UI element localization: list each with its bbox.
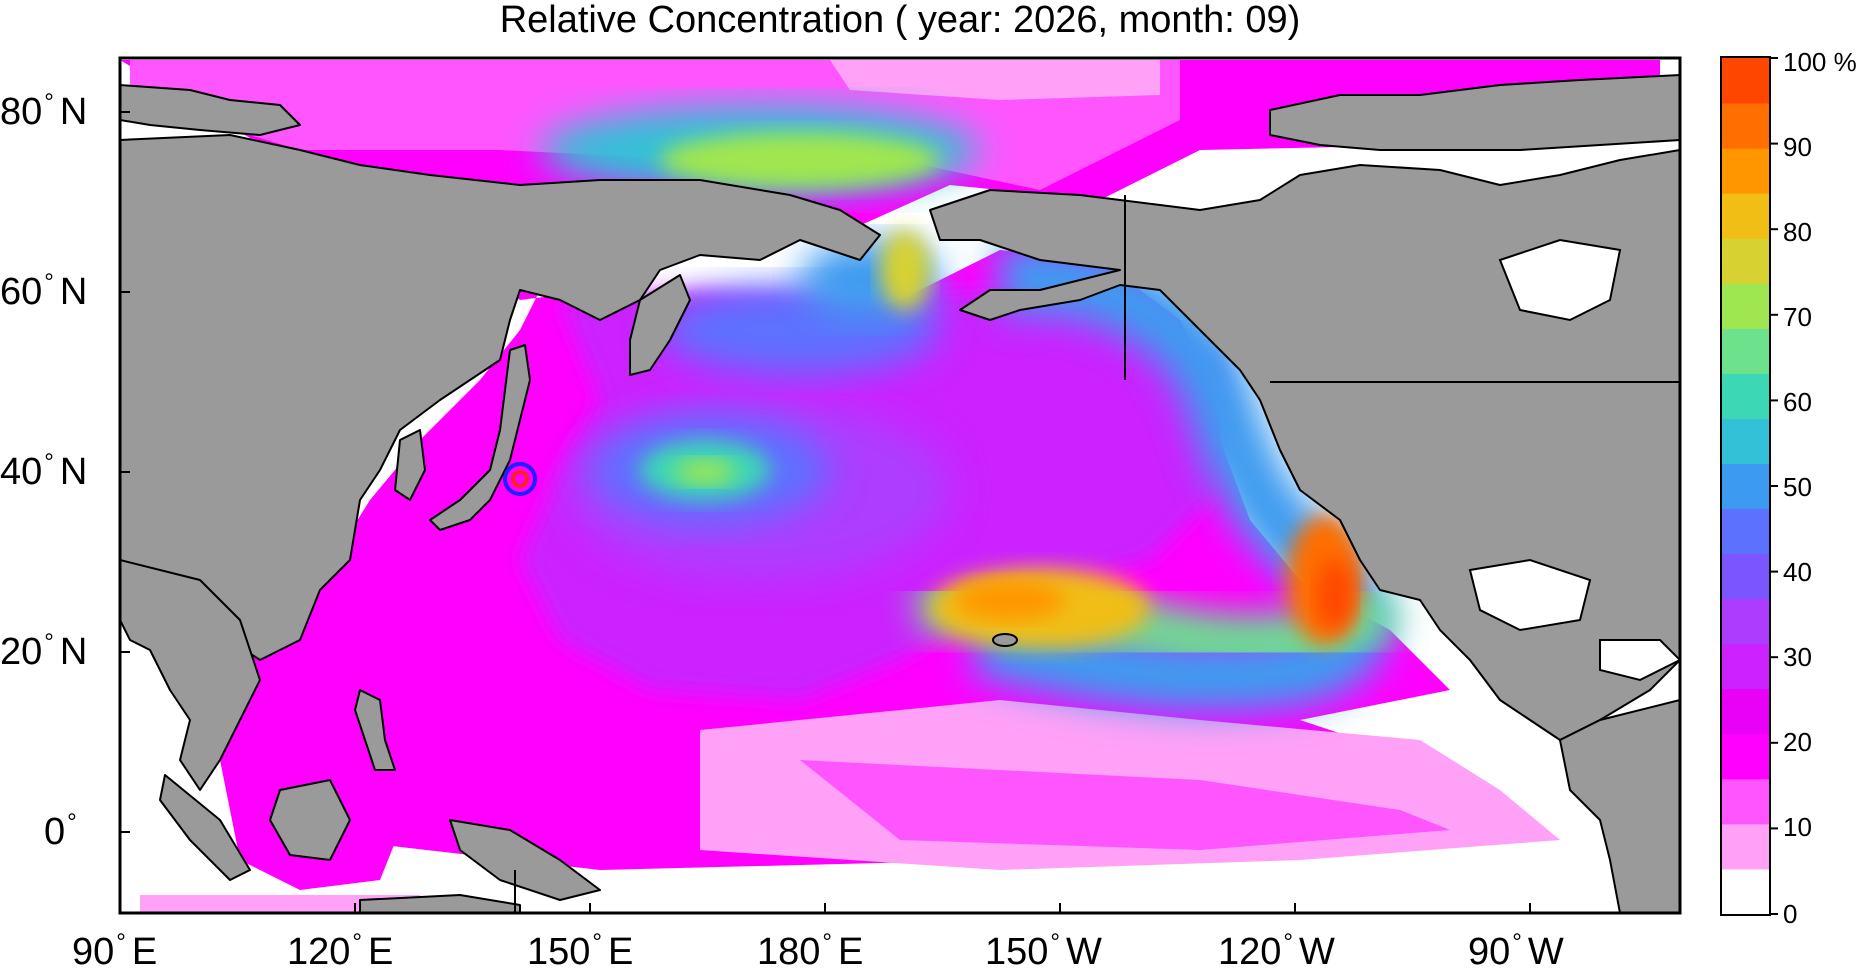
colorbar-swatch	[1722, 58, 1769, 104]
colorbar-label: 50	[1783, 472, 1812, 502]
land-sumatra	[159, 774, 251, 881]
y-tick-label: 0°	[44, 809, 77, 853]
land-japan	[429, 344, 531, 531]
colorbar-label: 40	[1783, 557, 1812, 587]
land-arctic-islands	[1269, 74, 1680, 151]
colorbar-swatch	[1722, 103, 1769, 149]
release-site-marker	[503, 462, 537, 496]
colorbar-swatch	[1722, 283, 1769, 329]
colorbar-label: 90	[1783, 132, 1812, 162]
colorbar-frame	[1720, 56, 1771, 916]
map-title: Relative Concentration ( year: 2026, mon…	[499, 0, 1301, 41]
land-newguinea	[449, 819, 601, 901]
colorbar-swatch	[1722, 508, 1769, 555]
x-tick-label: 90° W	[1468, 929, 1564, 973]
colorbar-swatch	[1722, 373, 1769, 419]
colorbar-swatch	[1722, 148, 1769, 194]
x-tick-label: 150° W	[985, 929, 1102, 973]
colorbar-swatch	[1722, 238, 1769, 284]
colorbar-label: 30	[1783, 642, 1812, 672]
y-tick-label: 20° N	[0, 629, 88, 673]
water-patches	[1468, 238, 1680, 682]
land-indochina	[120, 559, 261, 791]
borders	[514, 195, 1680, 913]
colorbar-label: 70	[1783, 302, 1812, 332]
x-tick-label: 180° E	[757, 929, 864, 973]
colorbar-label: 80	[1783, 217, 1812, 247]
land-svalbard-region	[120, 84, 301, 136]
land-philippines	[354, 689, 396, 771]
colorbar-swatch	[1722, 643, 1769, 690]
x-tick-label: 150° E	[527, 929, 634, 973]
x-tick-label: 120° E	[287, 929, 394, 973]
x-tick-label: 90° E	[72, 929, 158, 973]
colorbar-swatch	[1722, 688, 1769, 735]
colorbar-swatch	[1722, 778, 1769, 825]
land-australia	[359, 894, 521, 913]
map-frame	[118, 56, 1682, 915]
colorbar-swatch	[1722, 823, 1769, 870]
colorbar-swatch	[1722, 418, 1769, 464]
land-eurasia	[120, 134, 881, 661]
colorbar-label: 0	[1783, 899, 1798, 929]
colorbar-label: 10	[1783, 812, 1812, 842]
colorbar	[1722, 57, 1778, 915]
land-kamchatka	[629, 274, 691, 376]
colorbar-swatch	[1722, 733, 1769, 780]
y-tick-label: 80° N	[0, 89, 88, 133]
y-tick-label: 40° N	[0, 449, 88, 493]
y-ticks	[120, 111, 130, 833]
colorbar-label: 100 %	[1783, 47, 1857, 77]
colorbar-label: 60	[1783, 387, 1812, 417]
colorbar-swatch	[1722, 868, 1769, 915]
land-borneo	[269, 779, 351, 861]
colorbar-swatch	[1722, 463, 1769, 510]
land-korea	[394, 429, 426, 501]
colorbar-swatch	[1722, 328, 1769, 374]
colorbar-swatch	[1722, 598, 1769, 645]
map-panel	[120, 58, 1680, 913]
land-central-america	[1559, 699, 1680, 913]
x-tick-label: 120° W	[1218, 929, 1335, 973]
y-tick-label: 60° N	[0, 269, 88, 313]
colorbar-swatch	[1722, 193, 1769, 239]
colorbar-swatch	[1722, 553, 1769, 600]
colorbar-label: 20	[1783, 727, 1812, 757]
x-ticks	[119, 903, 1531, 913]
